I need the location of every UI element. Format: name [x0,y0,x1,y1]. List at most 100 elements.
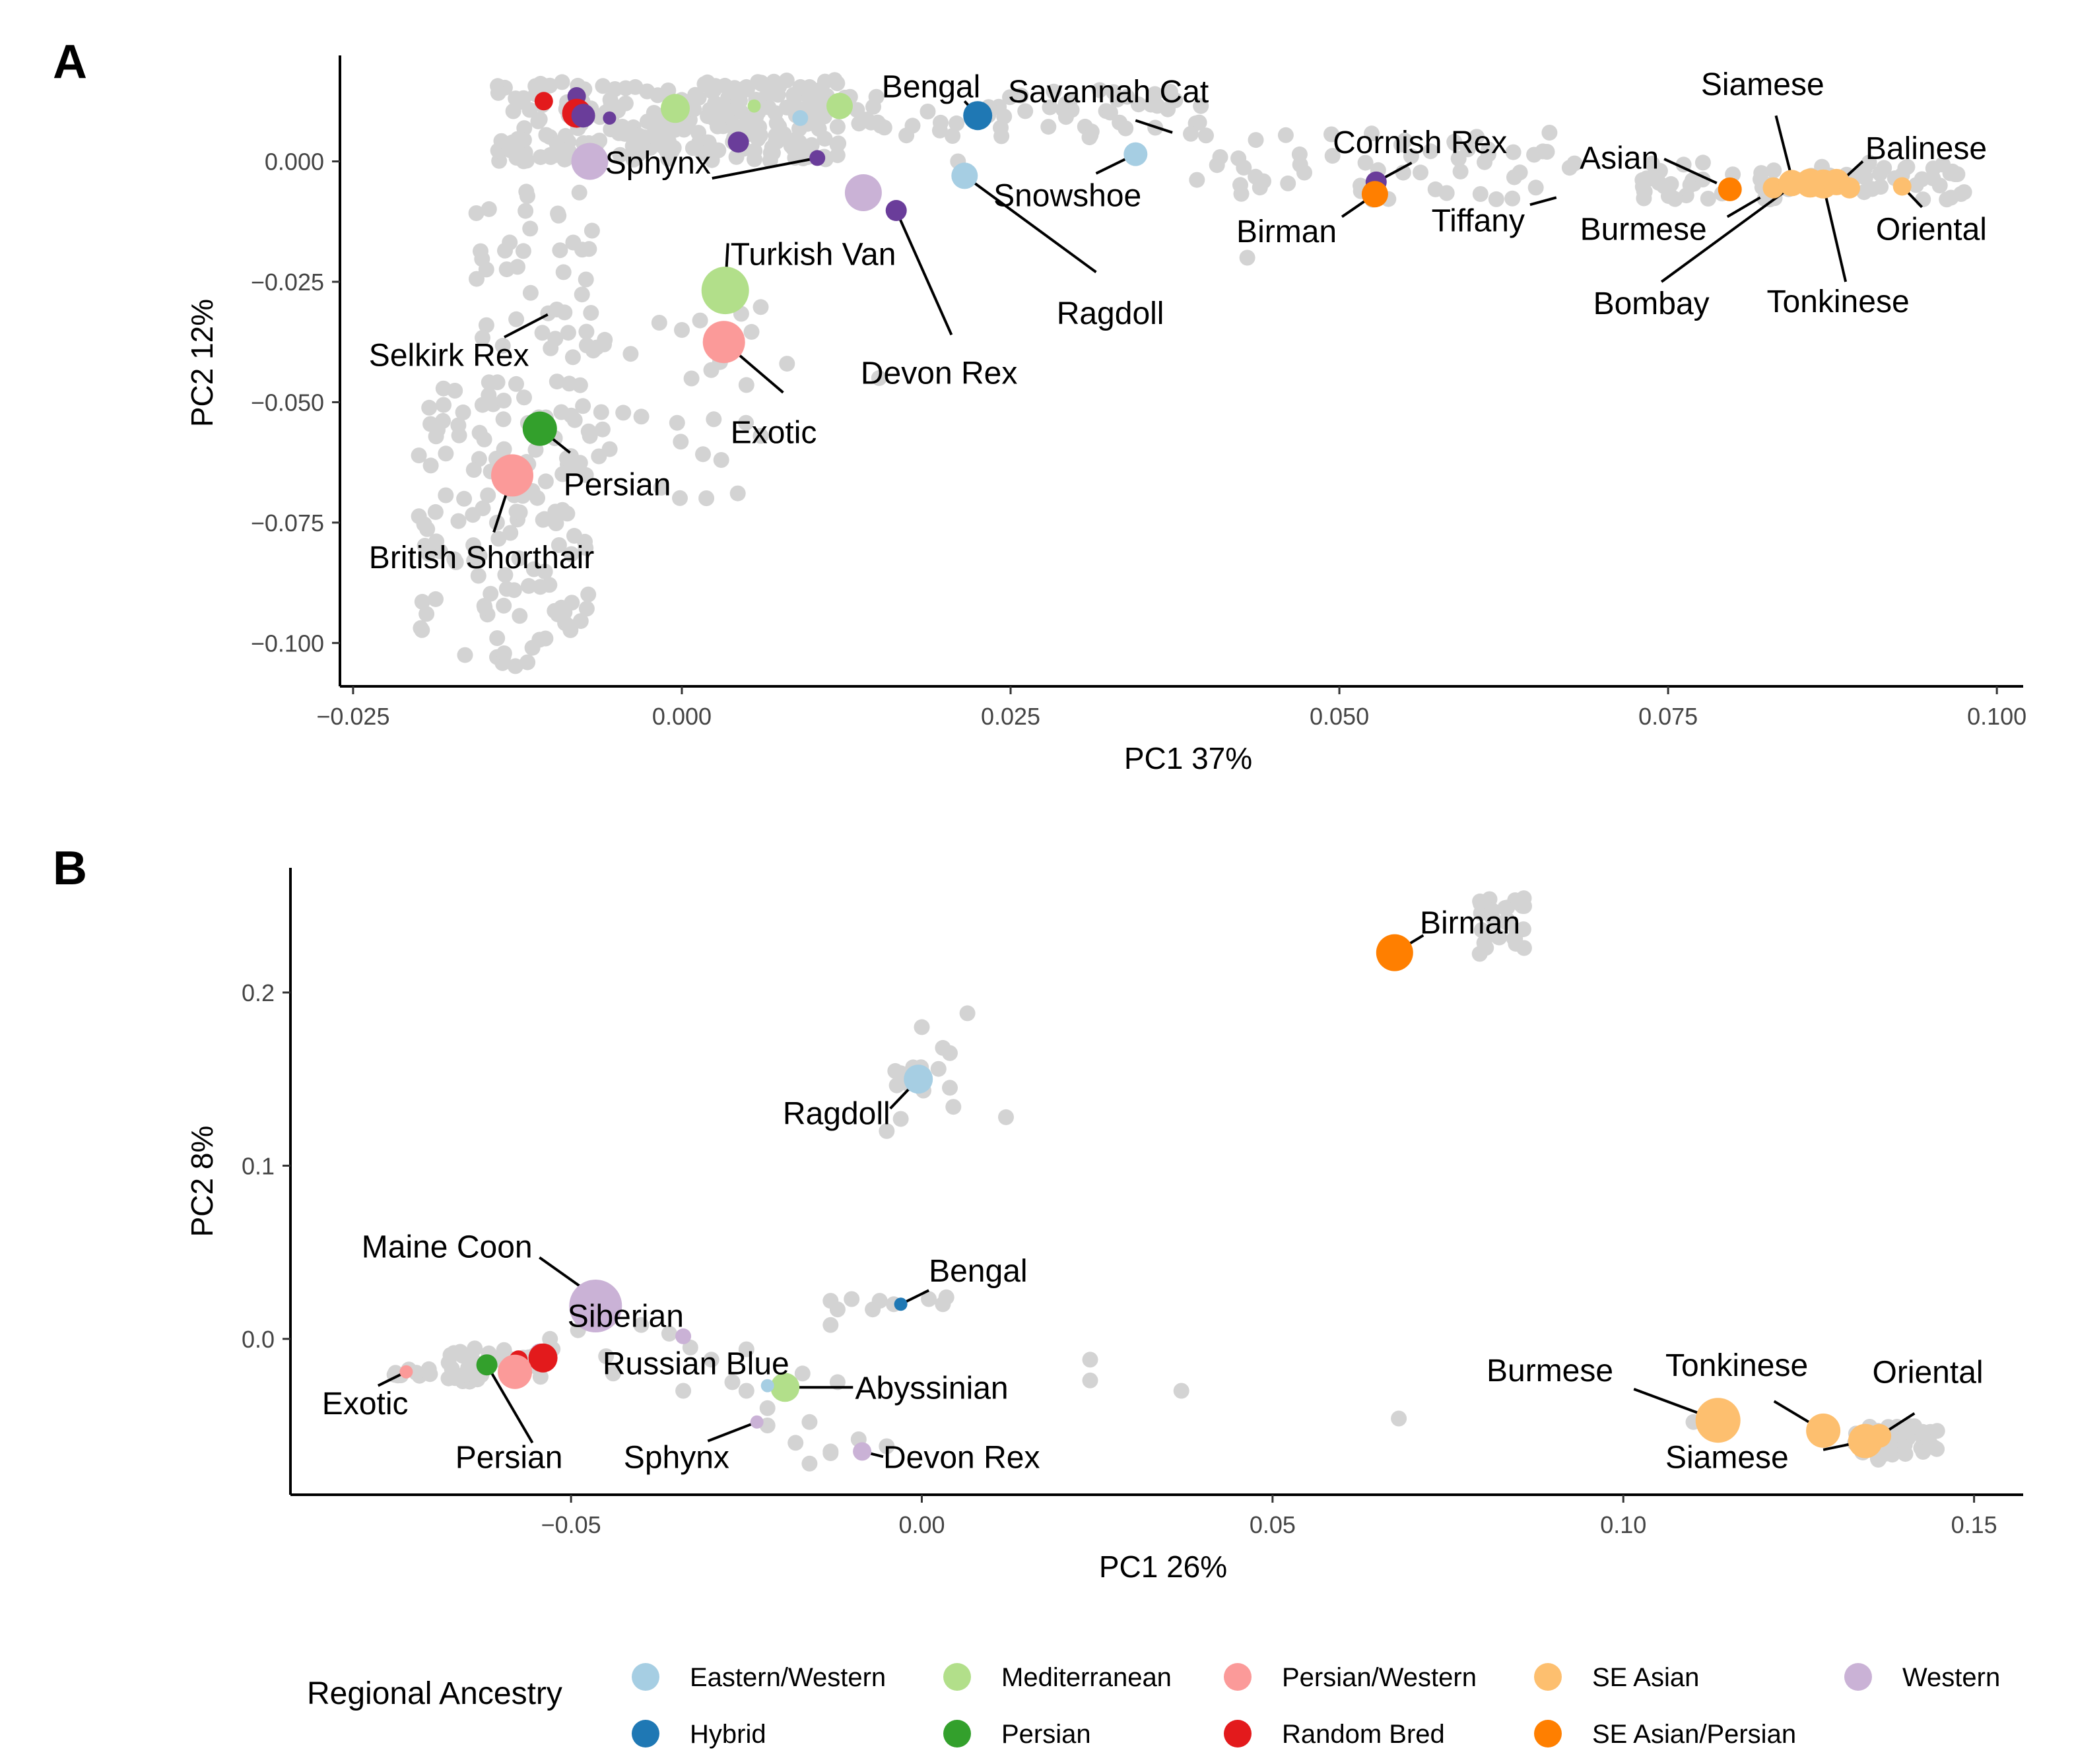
legend-item: SE Asian [1534,1663,1699,1692]
panel-a-background-point [1167,92,1184,108]
panel-a-background-point [455,404,471,420]
panel-a-background-point [427,504,444,520]
panel-a-background-point [1541,125,1558,141]
panel-a-background-point [1232,177,1248,193]
legend: Regional Ancestry Eastern/Western Mediter… [307,1663,2000,1749]
panel-a-background-point [1472,186,1489,202]
panel-b-background-point [532,1369,549,1385]
panel-a-background-point [1656,178,1672,194]
panel-a-background-point [515,243,531,259]
panel-a-background-point [554,74,570,90]
panel-b-leader-line [485,1364,534,1444]
panel-b-background-point [892,1111,909,1127]
panel-b-background-point [844,1291,860,1307]
panel-b-breed-point [894,1297,908,1311]
panel-a-y-tick-label: −0.100 [251,630,324,657]
panel-b-breed-point [770,1373,800,1402]
panel-a-background-point [421,399,438,416]
panel-b-breed-point [1376,934,1413,971]
panel-a-background-point [466,552,483,569]
panel-a-leader-line [712,156,818,180]
panel-a-background-point [1505,144,1522,160]
panel-a-plot: −0.025 0.000 0.025 0.050 0.075 0.100 0.000 −0.0… [185,55,2026,775]
panel-b-background-point [787,1435,804,1451]
panel-b-background-point [1929,1423,1945,1439]
panel-a-background-point [817,131,833,147]
panel-a-background-point [1700,191,1716,207]
panel-a-background-point [1061,92,1078,109]
panel-a-background-point [1291,146,1308,162]
panel-b-background-point [408,1365,424,1381]
panel-a-background-point [829,137,846,153]
panel-a-leader-line [1135,119,1173,134]
legend-title: Regional Ancestry [307,1676,562,1711]
svg-text:A: A [53,36,87,88]
panel-a-background-point [413,620,429,636]
panel-a-background-point [1766,162,1782,179]
legend-item: Western [1844,1663,2000,1692]
panel-a-background-point [534,325,551,341]
panel-a-breed-point [571,104,595,128]
legend-label: Persian [1001,1720,1091,1749]
panel-a-background-point [692,312,708,329]
panel-b-background-point [1497,899,1514,916]
panel-a-breed-label: Birman [1236,214,1337,249]
legend-label: Mediterranean [1001,1663,1172,1692]
panel-a-background-point [508,376,524,392]
panel-a-background-point [764,139,780,156]
panel-a-breed-point [1892,177,1912,196]
panel-a-background-point [561,618,578,635]
panel-b-background-point [938,1289,954,1305]
panel-a-breed-label: Burmese [1580,212,1707,247]
panel-a-breed-labels: Bengal Savannah Cat Sphynx Snowshoe Ragdoll T… [369,67,1987,575]
panel-a-background-point [1876,160,1892,176]
panel-b-breed-point [399,1365,413,1379]
legend-item: Mediterranean [943,1663,1172,1692]
panel-a-background-point [1469,129,1485,145]
panel-a-background-point [543,149,559,165]
panel-a-background-point [1446,133,1463,150]
panel-a-background-point [435,380,452,397]
panel-a-background-point [522,220,539,237]
panel-a-background-point [512,147,529,163]
panel-b-background-point [887,1062,904,1079]
panel-b-background-point [457,1366,473,1383]
panel-b-background-point [879,1438,895,1454]
panel-a-x-axis-title: PC1 37% [1124,741,1252,775]
panel-b-background-point [759,1418,776,1433]
panel-a-background-point [428,428,444,445]
panel-a-background-point [1248,132,1264,148]
panel-b-background-point [794,1365,811,1382]
panel-a-background-point [1925,160,1941,177]
panel-a-background-point [653,480,669,496]
panel-a-background-point [497,242,513,259]
panel-a-background-point [672,490,688,506]
panel-a-background-point [898,127,915,144]
panel-b-breed-label: Persian [455,1440,563,1475]
panel-b-background-points [386,890,1945,1472]
panel-b-background-point [1484,909,1500,925]
panel-a-background-point [519,188,535,205]
panel-a-background-point [1046,83,1062,100]
panel-a-background-point [1239,249,1255,266]
panel-b-background-point [1478,940,1494,956]
panel-a-background-point [766,73,782,90]
panel-a-background-point [497,567,514,583]
panel-a-breed-label: Oriental [1876,212,1987,247]
panel-a-background-point [507,658,523,674]
panel-a-y-tick-label: −0.025 [251,269,324,296]
panel-a-background-point [561,376,578,392]
panel-a-breed-point [534,92,553,111]
panel-a-background-point [1209,157,1225,174]
panel-b-letter: B [53,842,87,895]
panel-a-background-point [478,261,494,278]
panel-a-background-point [1130,96,1147,113]
panel-a-breed-label: Cornish Rex [1333,125,1507,160]
panel-a-background-point [559,450,575,467]
panel-b-background-point [1879,1445,1895,1462]
panel-a-background-point [549,374,565,390]
panel-b-background-point [914,1019,930,1035]
panel-a-background-point [496,393,512,408]
legend-swatch [1224,1720,1252,1748]
legend-item: Hybrid [632,1720,766,1749]
